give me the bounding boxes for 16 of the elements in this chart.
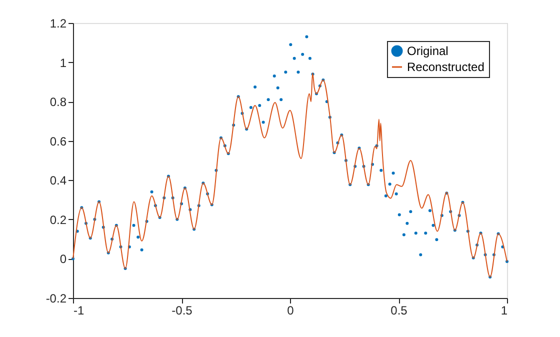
x-tick-label: 0.5: [390, 304, 408, 318]
y-tick-label: 1.2: [50, 16, 67, 30]
y-tick-label: 1: [60, 56, 67, 70]
y-tick-label: 0: [60, 252, 67, 266]
x-tick-label: -1: [74, 304, 84, 318]
y-tick-label: 0.4: [50, 174, 67, 188]
y-tick-label: 0.6: [50, 134, 67, 148]
x-tick-label: 1: [500, 304, 508, 318]
legend-label: Reconstructed: [407, 60, 484, 74]
legend-label: Original: [407, 44, 448, 58]
y-tick-label: 0.2: [50, 212, 67, 227]
line-series: [72, 72, 508, 278]
x-tick-label: -0.5: [172, 304, 193, 318]
x-tick-label: 0: [287, 304, 294, 318]
y-tick-label: -0.2: [46, 292, 67, 306]
y-tick-label: 0.8: [50, 95, 67, 110]
